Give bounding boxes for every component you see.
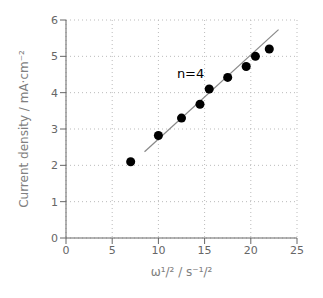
svg-text:n=4: n=4 xyxy=(177,66,204,81)
svg-text:3: 3 xyxy=(51,123,58,136)
svg-text:25: 25 xyxy=(290,244,304,257)
svg-text:0: 0 xyxy=(63,244,70,257)
svg-text:ω¹/² / s⁻¹/²: ω¹/² / s⁻¹/² xyxy=(151,265,213,279)
svg-text:5: 5 xyxy=(51,50,58,63)
svg-text:20: 20 xyxy=(244,244,258,257)
svg-text:2: 2 xyxy=(51,159,58,172)
svg-text:10: 10 xyxy=(151,244,165,257)
svg-text:4: 4 xyxy=(51,87,58,100)
svg-text:0: 0 xyxy=(51,232,58,245)
svg-text:5: 5 xyxy=(109,244,116,257)
svg-text:6: 6 xyxy=(51,14,58,27)
svg-text:Current density / mA·cm⁻²: Current density / mA·cm⁻² xyxy=(17,50,31,208)
svg-text:15: 15 xyxy=(198,244,212,257)
svg-text:1: 1 xyxy=(51,196,58,209)
